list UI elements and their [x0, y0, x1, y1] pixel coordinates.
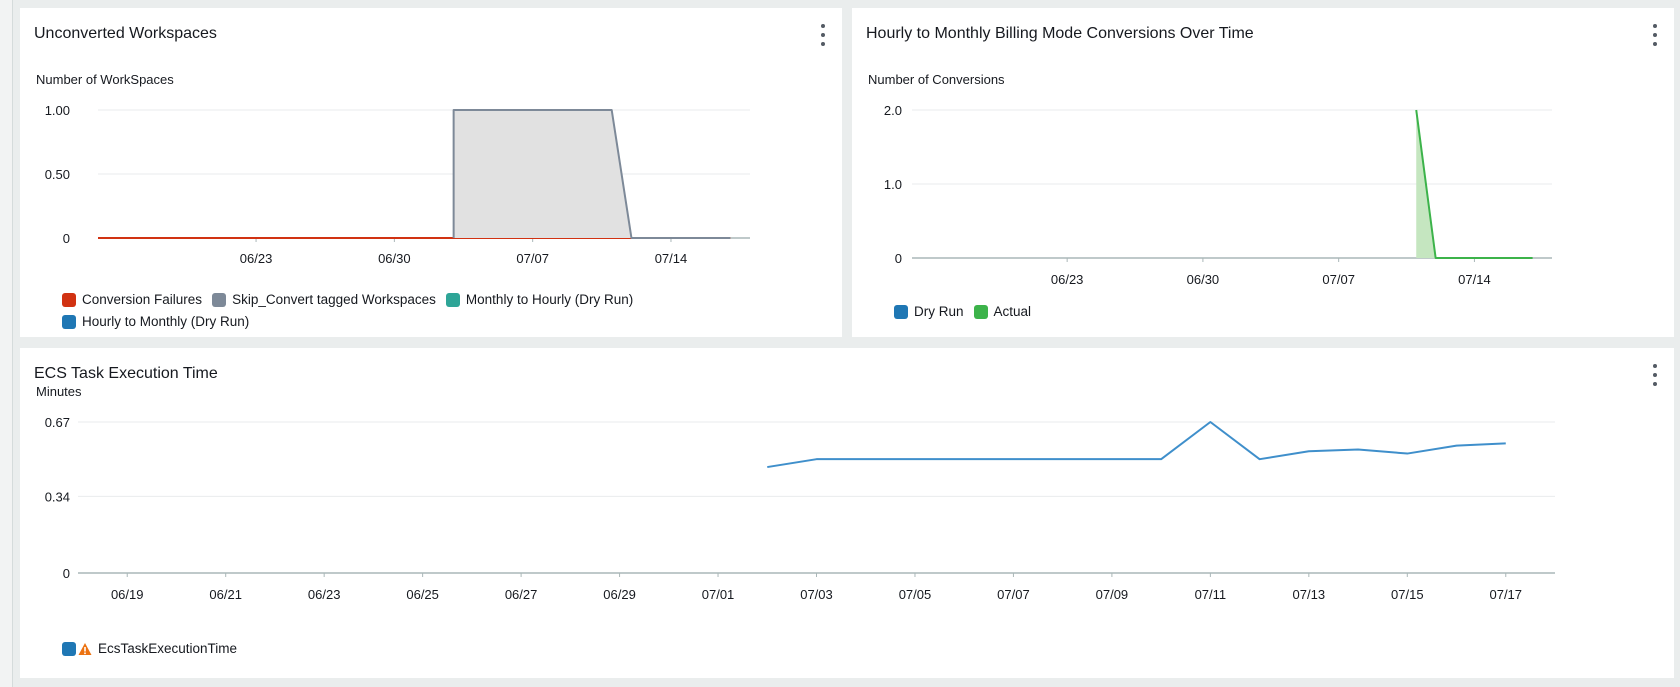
x-tick-label: 07/01 [702, 587, 735, 602]
legend-swatch [62, 315, 76, 329]
legend-item[interactable]: Monthly to Hourly (Dry Run) [445, 289, 634, 311]
widget-menu-icon[interactable] [1650, 364, 1660, 386]
y-axis-label: Minutes [36, 384, 82, 399]
x-tick-label: 06/23 [308, 587, 341, 602]
legend-label: Hourly to Monthly (Dry Run) [82, 314, 250, 329]
x-tick-label: 07/09 [1096, 587, 1129, 602]
x-tick-label: 07/05 [899, 587, 932, 602]
legend-item[interactable]: Conversion Failures [62, 289, 202, 311]
series-line-ecstaskexecutiontime [767, 421, 1506, 469]
widget-billing-conversions: Hourly to Monthly Billing Mode Conversio… [852, 8, 1674, 337]
x-tick-label: 06/21 [209, 587, 242, 602]
legend-label: Dry Run [914, 304, 964, 319]
legend-row: EcsTaskExecutionTime [62, 638, 247, 660]
legend-swatch [62, 642, 76, 656]
series-area-skip-convert-tagged-workspaces [453, 110, 731, 238]
legend-row: Hourly to Monthly (Dry Run) [62, 311, 643, 333]
widget-unconverted-workspaces: Unconverted Workspaces Number of WorkSpa… [20, 8, 842, 337]
legend-swatch [62, 293, 76, 307]
legend-label: Skip_Convert tagged Workspaces [232, 292, 436, 307]
chart-ecs-task-execution-time: Minutes 0 0.34 0.67 06/19 06/21 06/23 06/25 06/2… [36, 384, 1555, 602]
chart-billing-conversions: Number of Conversions 0 1.0 2.0 06/23 06/30 07… [868, 72, 1552, 287]
y-tick-label: 0.50 [45, 167, 70, 182]
y-tick-label: 0 [63, 231, 70, 246]
x-tick-label: 06/30 [378, 251, 411, 266]
x-tick-label: 06/19 [111, 587, 144, 602]
legend-label: Monthly to Hourly (Dry Run) [465, 292, 634, 307]
y-tick-label: 0.67 [45, 415, 70, 430]
chart-legend: EcsTaskExecutionTime [62, 638, 247, 660]
widget-title: ECS Task Execution Time [34, 365, 218, 382]
legend-swatch [445, 293, 460, 307]
x-tick-label: 07/11 [1195, 587, 1227, 602]
x-tick-label: 07/07 [997, 587, 1030, 602]
y-axis-label: Number of Conversions [868, 72, 1005, 87]
warning-dot [84, 652, 86, 655]
y-tick-label: 0.34 [45, 489, 70, 504]
legend-row: Dry Run Actual [894, 301, 1041, 323]
x-tick-label: 06/30 [1187, 272, 1220, 287]
legend-item[interactable]: Skip_Convert tagged Workspaces [212, 289, 436, 311]
x-tick-label: 06/29 [603, 587, 636, 602]
series-line-skip-convert-tagged-workspaces [452, 109, 731, 239]
x-tick-label: 06/23 [1051, 272, 1084, 287]
x-tick-label: 07/17 [1489, 587, 1522, 602]
left-rail [0, 0, 13, 687]
legend-item[interactable]: Hourly to Monthly (Dry Run) [62, 311, 249, 333]
legend-swatch [973, 305, 988, 319]
y-axis-label: Number of WorkSpaces [36, 72, 174, 87]
x-tick-label: 07/07 [1322, 272, 1355, 287]
legend-swatch [894, 305, 908, 319]
y-tick-label: 0 [63, 566, 70, 581]
x-tick-label: 07/14 [1458, 272, 1491, 287]
y-tick-label: 2.0 [884, 103, 902, 118]
warning-icon [78, 643, 92, 655]
legend-item[interactable]: Actual [973, 301, 1032, 323]
legend-label: EcsTaskExecutionTime [98, 641, 238, 656]
warning-bar [84, 647, 86, 652]
legend-item[interactable]: EcsTaskExecutionTime [62, 638, 237, 660]
legend-item[interactable]: Dry Run [894, 301, 964, 323]
series-area-actual [1416, 110, 1533, 258]
x-tick-label: 07/13 [1293, 587, 1326, 602]
x-tick-label: 06/25 [406, 587, 439, 602]
y-tick-label: 1.0 [884, 177, 902, 192]
chart-unconverted-workspaces: Number of WorkSpaces 0 0.50 1.00 06/23 06/30 0… [36, 72, 750, 266]
legend-row: Conversion Failures Skip_Convert tagged W… [62, 289, 643, 311]
legend-label: Conversion Failures [82, 292, 203, 307]
legend-label: Actual [993, 304, 1032, 319]
widget-menu-icon[interactable] [1650, 24, 1660, 46]
widget-title: Unconverted Workspaces [34, 25, 217, 42]
legend-swatch [212, 293, 227, 307]
y-tick-label: 0 [895, 251, 902, 266]
widget-ecs-task-execution-time: ECS Task Execution Time Minutes 0 0.34 0.67… [20, 348, 1674, 678]
x-tick-label: 07/14 [655, 251, 688, 266]
chart-legend: Conversion Failures Skip_Convert tagged W… [62, 289, 643, 333]
chart-legend: Dry Run Actual [894, 301, 1041, 323]
y-tick-label: 1.00 [45, 103, 70, 118]
widget-menu-icon[interactable] [818, 24, 828, 46]
series-line-actual [1415, 109, 1533, 259]
x-tick-label: 07/15 [1391, 587, 1424, 602]
x-tick-label: 06/23 [240, 251, 273, 266]
x-tick-label: 06/27 [505, 587, 538, 602]
widget-title: Hourly to Monthly Billing Mode Conversio… [866, 25, 1254, 42]
x-tick-label: 07/03 [800, 587, 833, 602]
x-tick-label: 07/07 [516, 251, 549, 266]
